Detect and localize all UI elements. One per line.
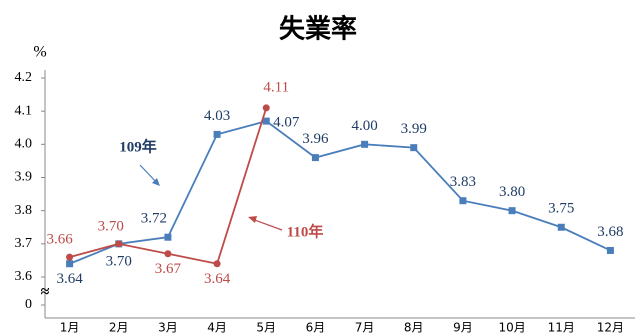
y-tick-label: 4.2 xyxy=(15,70,33,85)
marker xyxy=(508,207,516,215)
x-tick-label: 7月 xyxy=(355,321,375,334)
marker xyxy=(66,253,74,261)
y-tick-label: 3.6 xyxy=(15,269,33,284)
value-label: 3.64 xyxy=(56,271,83,287)
x-tick-label: 8月 xyxy=(404,321,424,334)
value-label: 3.67 xyxy=(155,261,182,277)
value-label: 3.64 xyxy=(204,271,231,287)
value-label: 3.83 xyxy=(450,174,476,190)
x-tick-label: 1月 xyxy=(60,321,80,334)
x-tick-label: 4月 xyxy=(207,321,227,334)
value-label: 3.70 xyxy=(98,218,124,234)
y-tick-label: 3.9 xyxy=(15,170,33,185)
marker xyxy=(213,130,221,138)
series-annotation: 110年 xyxy=(287,222,324,240)
series-line xyxy=(69,120,611,265)
marker xyxy=(262,117,270,125)
marker xyxy=(361,140,369,148)
arrow-head xyxy=(248,216,257,223)
marker xyxy=(115,240,123,248)
value-label: 3.72 xyxy=(141,211,167,227)
value-label: 3.75 xyxy=(548,201,574,217)
x-tick-label: 9月 xyxy=(453,321,473,334)
value-label: 3.70 xyxy=(106,253,132,269)
x-tick-label: 10月 xyxy=(498,321,525,334)
marker xyxy=(164,233,172,241)
x-tick-label: 2月 xyxy=(109,321,129,334)
x-tick-label: 11月 xyxy=(548,321,575,334)
value-label: 4.00 xyxy=(351,118,377,134)
x-tick-label: 5月 xyxy=(256,321,276,334)
axis-break: ≈ xyxy=(41,284,50,301)
value-label: 3.80 xyxy=(499,184,525,200)
value-label: 3.99 xyxy=(401,121,427,137)
value-label: 3.66 xyxy=(46,232,73,248)
marker xyxy=(311,154,319,162)
marker xyxy=(557,223,565,231)
value-label: 4.03 xyxy=(204,108,230,124)
value-label: 4.11 xyxy=(263,79,289,95)
annotation-arrow xyxy=(251,218,283,231)
marker xyxy=(410,144,418,152)
value-label: 3.68 xyxy=(597,224,623,240)
marker xyxy=(262,104,270,112)
y-tick-label: 0 xyxy=(25,297,32,312)
arrow-head xyxy=(152,178,160,186)
series-annotation: 109年 xyxy=(119,137,157,155)
y-tick-label: 4.1 xyxy=(15,103,33,118)
x-tick-label: 12月 xyxy=(597,321,624,334)
y-tick-label: 4.0 xyxy=(15,137,33,152)
chart-title: 失業率 xyxy=(279,14,357,45)
x-tick-label: 6月 xyxy=(306,321,326,334)
y-tick-label: 3.8 xyxy=(15,203,33,218)
marker xyxy=(66,260,74,268)
y-tick-label: 3.7 xyxy=(15,236,33,251)
marker xyxy=(213,260,221,268)
marker xyxy=(459,197,467,205)
x-tick-label: 3月 xyxy=(158,321,178,334)
marker xyxy=(164,250,172,258)
y-unit: % xyxy=(33,44,46,61)
marker xyxy=(606,246,614,254)
value-label: 4.07 xyxy=(273,115,300,131)
value-label: 3.96 xyxy=(302,131,329,147)
